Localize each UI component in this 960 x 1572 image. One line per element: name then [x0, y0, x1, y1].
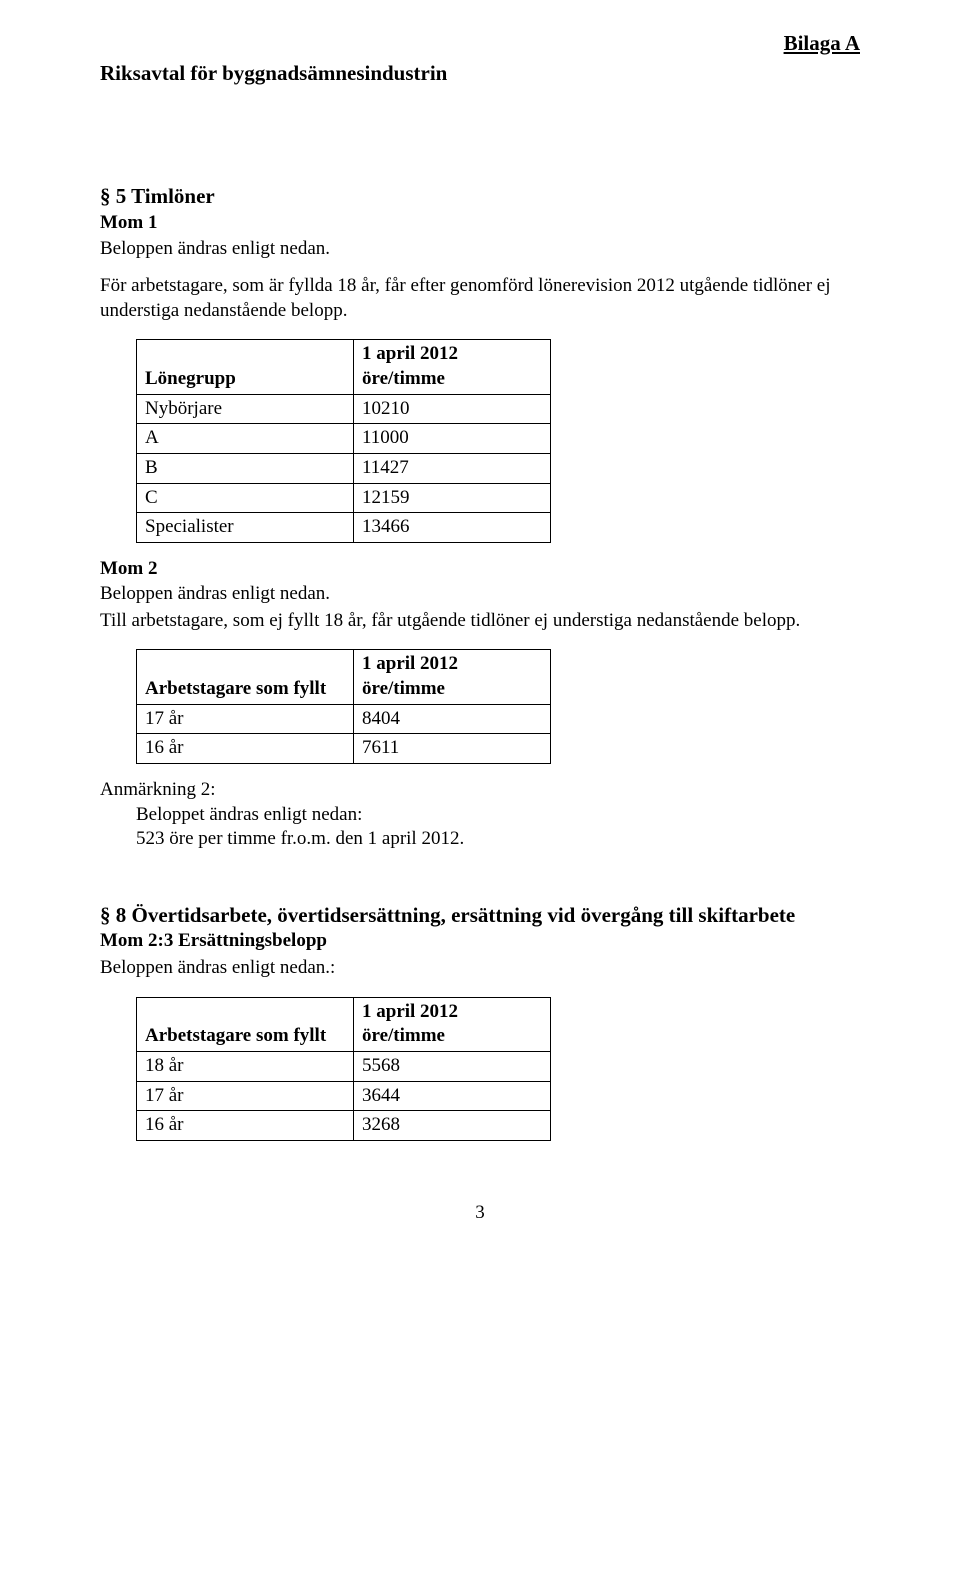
table-row: 17 år3644 — [137, 1081, 551, 1111]
table-row: A11000 — [137, 424, 551, 454]
cell-label: B — [137, 454, 354, 484]
mom23-label: Mom 2:3 Ersättningsbelopp — [100, 929, 860, 954]
mom2-label: Mom 2 — [100, 557, 860, 582]
col-header-unit: öre/timme — [362, 678, 445, 699]
page-number: 3 — [100, 1201, 860, 1226]
table-header-row: Lönegrupp 1 april 2012 öre/timme — [137, 340, 551, 394]
document-title: Riksavtal för byggnadsämnesindustrin — [100, 60, 860, 87]
mom2-para2: Till arbetstagare, som ej fyllt 18 år, f… — [100, 609, 860, 634]
mom23-para: Beloppen ändras enligt nedan.: — [100, 956, 860, 981]
col-header-rate: 1 april 2012 öre/timme — [354, 340, 551, 394]
mom1-intro: Beloppen ändras enligt nedan. — [100, 237, 860, 262]
col-header-date: 1 april 2012 — [362, 1001, 458, 1022]
anmarkning-2-line1: Beloppet ändras enligt nedan: — [136, 803, 860, 828]
col-header-worker: Arbetstagare som fyllt — [137, 650, 354, 704]
col-header-unit: öre/timme — [362, 1025, 445, 1046]
col-header-rate: 1 april 2012 öre/timme — [354, 650, 551, 704]
table-row: 16 år7611 — [137, 734, 551, 764]
col-header-date: 1 april 2012 — [362, 653, 458, 674]
col-header-date: 1 april 2012 — [362, 343, 458, 364]
cell-value: 8404 — [354, 704, 551, 734]
table-row: 16 år3268 — [137, 1111, 551, 1141]
under18-table: Arbetstagare som fyllt 1 april 2012 öre/… — [136, 649, 551, 764]
cell-label: Specialister — [137, 513, 354, 543]
cell-label: A — [137, 424, 354, 454]
mom2-para1: Beloppen ändras enligt nedan. — [100, 582, 860, 607]
appendix-label: Bilaga A — [784, 30, 860, 57]
cell-label: 18 år — [137, 1052, 354, 1082]
cell-value: 10210 — [354, 394, 551, 424]
cell-value: 11000 — [354, 424, 551, 454]
table-row: 18 år5568 — [137, 1052, 551, 1082]
table-row: Nybörjare10210 — [137, 394, 551, 424]
wage-group-table: Lönegrupp 1 april 2012 öre/timme Nybörja… — [136, 339, 551, 543]
cell-label: 17 år — [137, 1081, 354, 1111]
cell-label: 17 år — [137, 704, 354, 734]
anmarkning-2-label: Anmärkning 2: — [100, 778, 860, 803]
cell-label: C — [137, 483, 354, 513]
table-header-row: Arbetstagare som fyllt 1 april 2012 öre/… — [137, 997, 551, 1051]
overtime-table: Arbetstagare som fyllt 1 april 2012 öre/… — [136, 997, 551, 1141]
cell-value: 7611 — [354, 734, 551, 764]
cell-value: 3268 — [354, 1111, 551, 1141]
table-row: B11427 — [137, 454, 551, 484]
cell-value: 13466 — [354, 513, 551, 543]
table-row: Specialister13466 — [137, 513, 551, 543]
table-row: C12159 — [137, 483, 551, 513]
cell-label: Nybörjare — [137, 394, 354, 424]
anmarkning-2-line2: 523 öre per timme fr.o.m. den 1 april 20… — [136, 827, 860, 852]
mom1-label: Mom 1 — [100, 211, 860, 236]
header: Bilaga A Riksavtal för byggnadsämnesindu… — [100, 60, 860, 87]
cell-label: 16 år — [137, 1111, 354, 1141]
cell-value: 3644 — [354, 1081, 551, 1111]
mom1-paragraph: För arbetstagare, som är fyllda 18 år, f… — [100, 274, 860, 323]
table-row: 17 år8404 — [137, 704, 551, 734]
cell-value: 11427 — [354, 454, 551, 484]
cell-value: 12159 — [354, 483, 551, 513]
section-5-heading: § 5 Timlöner — [100, 183, 860, 210]
section-8-heading: § 8 Övertidsarbete, övertidsersättning, … — [100, 902, 860, 929]
col-header-worker: Arbetstagare som fyllt — [137, 997, 354, 1051]
col-header-unit: öre/timme — [362, 368, 445, 389]
table-header-row: Arbetstagare som fyllt 1 april 2012 öre/… — [137, 650, 551, 704]
col-header-lonegrupp: Lönegrupp — [137, 340, 354, 394]
cell-label: 16 år — [137, 734, 354, 764]
cell-value: 5568 — [354, 1052, 551, 1082]
col-header-rate: 1 april 2012 öre/timme — [354, 997, 551, 1051]
